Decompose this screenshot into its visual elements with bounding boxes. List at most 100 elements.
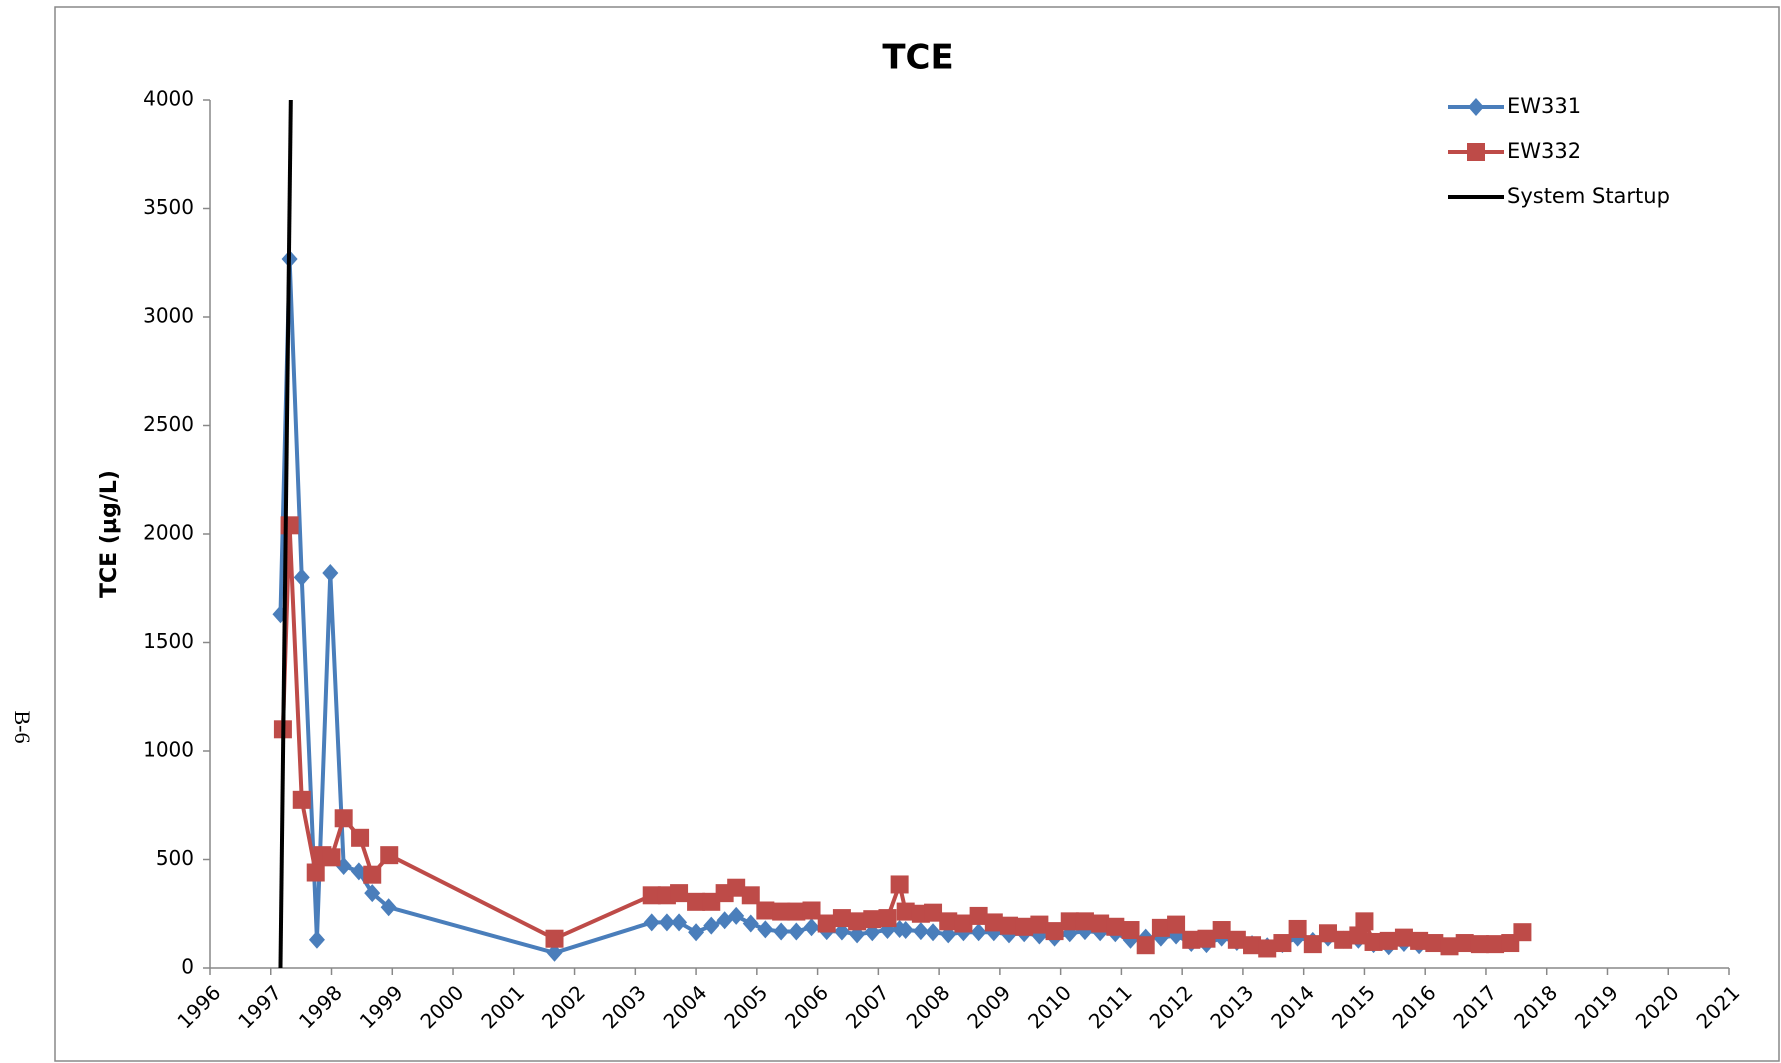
data-point (1470, 935, 1489, 954)
x-tick-label: 2011 (1084, 980, 1137, 1033)
data-point (999, 916, 1018, 935)
data-point (380, 898, 397, 917)
chart-title: TCE (882, 38, 953, 78)
data-point (787, 902, 806, 921)
data-point (687, 892, 706, 911)
data-point (308, 930, 325, 949)
x-tick-label: 2015 (1327, 980, 1380, 1033)
x-tick-label: 2020 (1631, 980, 1684, 1033)
data-point (802, 901, 821, 920)
x-tick-label: 1996 (172, 980, 225, 1033)
data-point (546, 943, 563, 962)
data-point (1440, 937, 1459, 956)
data-point (727, 878, 746, 897)
data-point (1486, 935, 1505, 954)
data-point (1075, 912, 1094, 931)
y-axis-label: TCE (µg/L) (97, 470, 122, 598)
legend-label: System Startup (1507, 184, 1670, 208)
data-point (1513, 923, 1532, 942)
data-point (757, 920, 774, 939)
data-point (364, 884, 381, 903)
legend-label: EW332 (1507, 139, 1581, 163)
data-point (1318, 924, 1337, 943)
data-point (1060, 912, 1079, 931)
data-point (863, 910, 882, 929)
data-point (803, 918, 820, 937)
data-point (1379, 931, 1398, 950)
data-point (643, 913, 660, 932)
data-point (703, 916, 720, 935)
data-point (954, 914, 973, 933)
data-point (306, 863, 325, 882)
y-tick-label: 4000 (143, 87, 194, 111)
data-point (322, 564, 339, 583)
x-tick-label: 2001 (476, 980, 529, 1033)
data-point (380, 846, 399, 865)
data-point (1355, 912, 1374, 931)
x-tick-label: 1998 (294, 980, 347, 1033)
x-tick-label: 2009 (962, 980, 1015, 1033)
page-label: B-6 (10, 711, 35, 744)
data-point (832, 909, 851, 928)
x-tick-label: 2014 (1266, 980, 1319, 1033)
legend-label: EW331 (1507, 94, 1581, 118)
y-tick-label: 2000 (143, 521, 194, 545)
data-point (1364, 932, 1383, 951)
y-tick-label: 500 (156, 846, 194, 870)
data-point (1197, 929, 1216, 948)
data-point (1273, 934, 1292, 953)
data-point (1410, 931, 1429, 950)
data-point (1106, 917, 1125, 936)
x-tick-label: 2002 (537, 980, 590, 1033)
data-point (742, 914, 759, 933)
data-point (1425, 934, 1444, 953)
x-tick-label: 1997 (233, 980, 286, 1033)
data-point (1151, 918, 1170, 937)
x-tick-label: 1999 (355, 980, 408, 1033)
chart-border (54, 6, 1780, 1062)
data-point (741, 886, 760, 905)
data-point (293, 568, 310, 587)
data-point (897, 921, 914, 940)
data-point (848, 912, 867, 931)
data-point (890, 875, 909, 894)
data-point (969, 906, 988, 925)
y-tick-label: 3000 (143, 304, 194, 328)
data-point (756, 901, 775, 920)
legend-marker (1467, 143, 1485, 161)
data-point (896, 902, 915, 921)
series-line (278, 257, 1420, 955)
data-point (688, 923, 705, 942)
data-point (878, 909, 897, 928)
x-tick-label: 2021 (1691, 980, 1744, 1033)
data-point (1030, 915, 1049, 934)
x-tick-label: 2013 (1205, 980, 1258, 1033)
data-point (772, 902, 791, 921)
data-point (670, 884, 689, 903)
data-point (1227, 930, 1246, 949)
x-tick-label: 2007 (841, 980, 894, 1033)
data-point (658, 913, 675, 932)
data-point (350, 862, 367, 881)
data-point (292, 790, 311, 809)
y-tick-label: 3500 (143, 195, 194, 219)
data-point (1349, 926, 1368, 945)
data-point (1243, 936, 1262, 955)
data-point (925, 923, 942, 942)
data-point (351, 828, 370, 847)
data-point (1045, 922, 1064, 941)
data-point (322, 848, 341, 867)
y-tick-label: 1500 (143, 629, 194, 653)
data-point (1455, 934, 1474, 953)
data-point (642, 886, 661, 905)
data-point (939, 912, 958, 931)
data-point (1288, 919, 1307, 938)
series-line (278, 99, 293, 969)
data-point (773, 922, 790, 941)
data-point (1121, 921, 1140, 940)
data-point (280, 516, 299, 535)
data-point (924, 903, 943, 922)
x-tick-label: 2005 (719, 980, 772, 1033)
x-tick-label: 2010 (1023, 980, 1076, 1033)
data-point (671, 913, 688, 932)
